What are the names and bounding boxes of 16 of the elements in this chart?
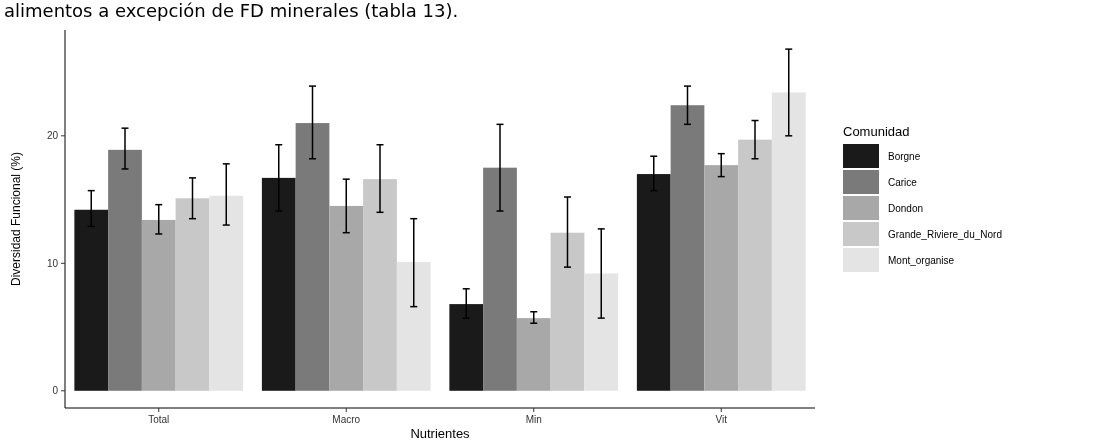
- x-tick-label: Vit: [715, 414, 728, 425]
- legend-label: Dondon: [888, 202, 924, 214]
- y-tick-label: 20: [46, 130, 59, 142]
- legend-title: Comunidad: [843, 124, 910, 139]
- x-tick-label: Min: [525, 414, 542, 425]
- x-axis-title: Nutrientes: [410, 426, 471, 441]
- x-tick-label: Macro: [332, 414, 361, 425]
- legend-label: Grande_Riviere_du_Nord: [888, 228, 1002, 240]
- legend-label: Carice: [888, 176, 918, 188]
- y-axis-title: Diversidad Funcional (%): [9, 151, 23, 287]
- y-tick-label: 0: [52, 385, 59, 397]
- legend-label: Mont_organise: [888, 254, 955, 266]
- x-tick-label: Total: [148, 414, 170, 425]
- text: alimentos a excepción de FD minerales (tabla 13).: [4, 0, 459, 21]
- y-tick-label: 10: [46, 257, 59, 269]
- legend-label: Borgne: [888, 150, 921, 162]
